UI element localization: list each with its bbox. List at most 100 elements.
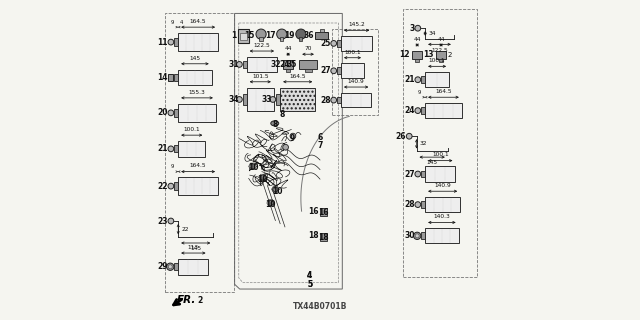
Bar (320, 29, 323, 32)
Text: 44: 44 (437, 37, 445, 42)
Bar (421, 171, 425, 178)
Circle shape (415, 202, 420, 207)
Bar (280, 87, 316, 111)
Circle shape (413, 232, 421, 239)
Text: 27: 27 (404, 170, 415, 179)
Circle shape (168, 146, 173, 152)
Bar (421, 232, 425, 239)
Text: 9: 9 (418, 90, 421, 95)
Text: 21: 21 (157, 144, 168, 153)
Text: 145: 145 (190, 246, 202, 251)
Text: 2: 2 (447, 52, 452, 58)
Text: 44: 44 (413, 37, 421, 42)
Circle shape (256, 29, 266, 39)
Bar (178, 141, 205, 157)
Text: 70: 70 (304, 46, 312, 51)
Text: 140.9: 140.9 (348, 79, 365, 84)
Text: 12: 12 (399, 50, 410, 59)
Text: 100.1: 100.1 (429, 58, 445, 63)
Text: 24: 24 (404, 106, 415, 115)
Text: 100.1: 100.1 (344, 50, 361, 54)
Bar (341, 63, 364, 78)
Text: 28: 28 (320, 96, 330, 105)
Text: 35: 35 (286, 60, 297, 69)
Text: 22: 22 (157, 182, 168, 191)
Bar (439, 59, 443, 62)
Text: 1: 1 (231, 31, 237, 40)
Text: 32: 32 (270, 60, 281, 69)
Text: 10: 10 (266, 200, 276, 209)
Bar (341, 93, 371, 108)
Text: 145: 145 (189, 56, 200, 60)
Text: 4: 4 (179, 20, 183, 25)
Bar (425, 72, 449, 87)
Text: 164.5: 164.5 (190, 164, 207, 168)
Text: 8: 8 (273, 120, 278, 129)
Circle shape (250, 164, 255, 169)
Text: 5: 5 (307, 280, 312, 289)
Bar (320, 208, 327, 216)
Bar (436, 51, 446, 59)
Text: TX44B0701B: TX44B0701B (293, 302, 347, 311)
Circle shape (331, 68, 337, 74)
Circle shape (290, 133, 296, 139)
Circle shape (168, 183, 173, 189)
Circle shape (268, 200, 273, 205)
Text: 22: 22 (181, 227, 189, 232)
Text: 25: 25 (320, 39, 330, 48)
Bar (337, 68, 341, 74)
Bar (246, 87, 274, 111)
Text: 19: 19 (284, 31, 294, 40)
Circle shape (415, 77, 420, 83)
Text: 4: 4 (307, 271, 312, 280)
Bar (246, 57, 277, 72)
Circle shape (406, 133, 412, 139)
Text: 44: 44 (284, 46, 292, 51)
Circle shape (168, 39, 173, 45)
Circle shape (260, 175, 265, 180)
Bar (425, 228, 459, 244)
Circle shape (276, 29, 287, 39)
Bar (280, 37, 284, 42)
Bar (403, 9, 477, 277)
Text: 5: 5 (307, 280, 312, 289)
Text: 26: 26 (396, 132, 406, 141)
Bar (178, 33, 218, 51)
Bar (174, 38, 178, 46)
Text: 164.5: 164.5 (190, 19, 207, 24)
Text: 10: 10 (272, 187, 282, 196)
Circle shape (415, 171, 420, 177)
Text: 155.3: 155.3 (189, 90, 205, 95)
Bar (337, 97, 341, 103)
Bar (284, 60, 293, 69)
Bar (421, 201, 425, 208)
Bar (341, 36, 372, 51)
Bar (164, 13, 234, 292)
Bar (412, 51, 422, 59)
Bar (286, 69, 290, 72)
Text: 27: 27 (320, 66, 330, 75)
Text: 30: 30 (404, 231, 415, 240)
Text: 14: 14 (157, 73, 168, 82)
Text: 4: 4 (307, 271, 312, 280)
Text: 145.2: 145.2 (348, 22, 365, 27)
Circle shape (331, 41, 337, 46)
Text: 9: 9 (171, 20, 174, 25)
Bar (243, 94, 246, 105)
Circle shape (415, 25, 420, 31)
Bar (421, 76, 425, 83)
Bar (174, 74, 178, 81)
Bar (174, 263, 178, 270)
Circle shape (415, 108, 420, 114)
Bar (178, 104, 216, 122)
Text: 140.3: 140.3 (433, 214, 451, 219)
Text: 145: 145 (427, 160, 438, 165)
Bar (178, 69, 212, 85)
Text: 10: 10 (257, 175, 268, 184)
Circle shape (237, 61, 243, 67)
Text: 16: 16 (318, 208, 328, 217)
Ellipse shape (271, 121, 279, 126)
Bar (305, 69, 312, 72)
Bar (174, 145, 178, 152)
Text: 31: 31 (228, 60, 239, 69)
